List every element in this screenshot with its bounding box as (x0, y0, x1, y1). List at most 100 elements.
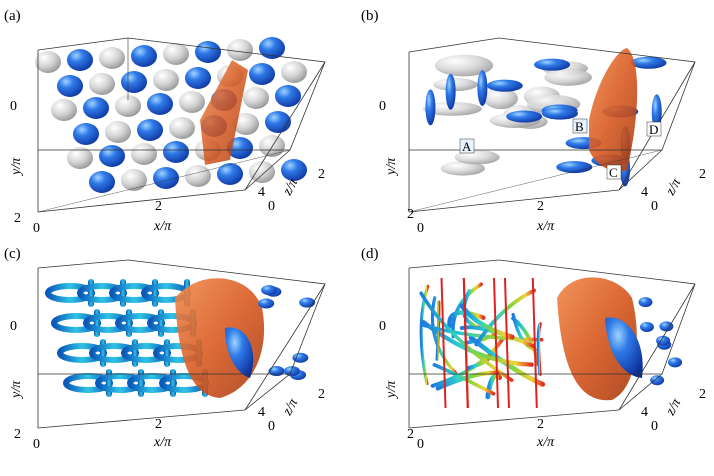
panel-b-zlabel: z/π (663, 176, 685, 199)
blue-blob (121, 71, 147, 93)
panel-a-z-tick-0: 0 (268, 199, 275, 214)
gray-blob (89, 73, 115, 95)
gray-blob (281, 61, 307, 83)
gray-blob (227, 39, 253, 61)
marker-c: C (609, 165, 618, 180)
cyan-tube (120, 279, 126, 307)
panel-b-ylabel: y/π (384, 157, 399, 177)
gray-blob (153, 69, 179, 91)
panel-b-xlabel: x/π (536, 219, 555, 234)
panel-a-box (37, 37, 326, 213)
blue-blob (259, 37, 285, 59)
gray-blob (233, 113, 259, 135)
blue-fragment (639, 322, 654, 333)
panel-c-y-bottom-tick: 2 (14, 427, 21, 442)
orange-column (557, 277, 637, 401)
blue-tube (651, 94, 662, 131)
blue-fragment (283, 366, 300, 377)
vortex-filament (511, 312, 537, 352)
panel-c-x-tick-0: 0 (33, 437, 40, 452)
blue-fragment (258, 298, 275, 309)
blue-fragment (650, 375, 665, 386)
cyan-tube (106, 369, 112, 397)
cyan-tube (126, 309, 132, 337)
panel-b-y-top-tick: 0 (379, 99, 386, 114)
panel-d-letter: (d) (361, 246, 379, 262)
panel-a-y-bottom-tick: 2 (14, 211, 21, 226)
blue-blob (275, 85, 301, 107)
panel-d-y-top-tick: 0 (379, 319, 386, 334)
red-filament (531, 277, 538, 409)
panel-b-plot: A B C D (b) 0 2 0 2 x/π y/π 4 0 z/π 2 (361, 8, 706, 236)
panel-c-z-tick-0: 0 (268, 419, 275, 434)
gray-blob (99, 47, 125, 69)
panel-a-ylabel: y/π (9, 157, 24, 177)
gray-tube (483, 87, 518, 110)
panel-b-x-tick-2: 2 (537, 199, 544, 214)
gray-blob (131, 143, 157, 165)
blue-blob (195, 41, 221, 63)
blue-tube (534, 58, 571, 71)
blue-tube (477, 70, 488, 107)
gray-tube (433, 78, 478, 92)
blue-tube (425, 89, 436, 126)
gray-blob (51, 99, 77, 121)
marker-d: D (649, 122, 658, 137)
panel-d-x-tick-2: 2 (537, 417, 544, 432)
blue-fragment (668, 357, 683, 368)
blue-blob (163, 141, 189, 163)
cyan-tube (88, 279, 94, 307)
vortex-filament (435, 300, 441, 361)
blue-blob (281, 159, 307, 181)
blue-tube (556, 161, 593, 174)
panel-b-letter: (b) (361, 8, 379, 24)
cyan-tube (152, 279, 158, 307)
blue-tube (486, 79, 523, 92)
gray-blob (163, 43, 189, 65)
orange-surface (175, 278, 265, 398)
panel-d-field (419, 277, 683, 409)
cyan-tube (170, 369, 176, 397)
blue-blob (99, 145, 125, 167)
panel-c: (c) 0 2 0 2 x/π y/π 4 0 z/π 2 (0, 238, 357, 476)
gray-blob (115, 95, 141, 117)
panel-a: (a) 0 2 0 2 x/π y/π 4 0 z/π 2 (0, 0, 357, 238)
vortex-filament (536, 322, 542, 377)
cyan-tube (132, 339, 138, 367)
blue-blob (137, 119, 163, 141)
blue-tube (506, 110, 543, 123)
panel-d-x-tick-0: 0 (417, 437, 424, 452)
blue-fragment (268, 366, 285, 377)
gray-blob (259, 135, 285, 157)
marker-b: B (575, 119, 584, 134)
panel-a-letter: (a) (4, 8, 21, 24)
vortex-filament (430, 296, 458, 375)
panel-c-y-top-tick: 0 (10, 319, 17, 334)
cyan-tube (138, 369, 144, 397)
gray-tube (544, 68, 592, 86)
gray-blob (67, 147, 93, 169)
panel-a-y-top-tick: 0 (10, 99, 17, 114)
panel-c-plot: (c) 0 2 0 2 x/π y/π 4 0 z/π 2 (4, 246, 326, 452)
panel-d-xlabel: x/π (536, 435, 555, 450)
panel-d-box (408, 259, 696, 429)
blue-blob (57, 75, 83, 97)
panel-c-letter: (c) (4, 246, 21, 262)
vortex-filament (432, 363, 496, 396)
blue-tube (630, 56, 667, 69)
blue-fragment (659, 321, 674, 332)
blue-tube (541, 107, 578, 120)
panel-d: (d) 0 2 0 2 x/π y/π 4 0 z/π 2 (357, 238, 714, 476)
gray-tube (454, 150, 500, 165)
panel-c-ylabel: y/π (9, 380, 24, 400)
cyan-tube (94, 309, 100, 337)
panel-c-z-far-tick: 2 (318, 387, 325, 402)
panel-b-z-tick-0: 0 (651, 199, 658, 214)
gray-tube (422, 101, 482, 116)
red-filament (493, 277, 500, 409)
vortex-filament (419, 322, 544, 342)
gray-blob (105, 121, 131, 143)
panel-d-zlabel: z/π (663, 396, 685, 419)
panel-a-plot: (a) 0 2 0 2 x/π y/π 4 0 z/π 2 (4, 8, 326, 236)
gray-tube (434, 54, 494, 77)
